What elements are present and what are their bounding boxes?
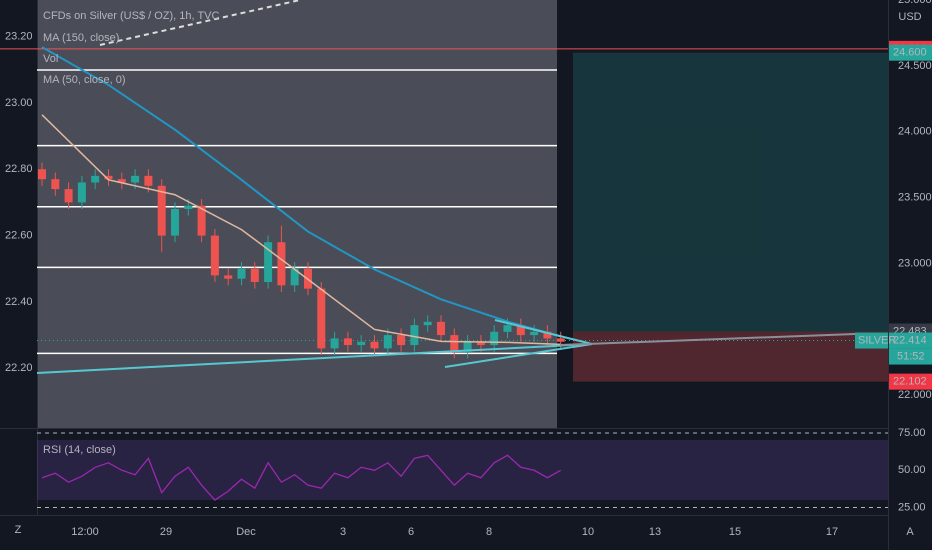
rsi-band: [37, 440, 888, 500]
candle-body: [264, 242, 273, 283]
candle-body: [490, 331, 499, 346]
y-tick-label: 22.20: [5, 362, 33, 374]
x-tick-label: 8: [486, 526, 492, 538]
candle-body: [450, 335, 459, 352]
moving-average: [41, 114, 561, 346]
x-tick-label: 15: [729, 526, 741, 538]
moving-average: [41, 46, 561, 338]
candle-body: [543, 331, 552, 339]
candle-body: [437, 321, 445, 336]
candle-body: [516, 325, 525, 336]
candle-body: [330, 338, 339, 349]
rsi-tick-label: 50.00: [898, 464, 926, 476]
ma-trend-dashed: [99, 0, 301, 46]
candle-body: [224, 275, 233, 279]
x-tick-label: 13: [649, 526, 661, 538]
candle-body: [237, 268, 246, 279]
candle-body: [463, 341, 472, 352]
candle-body: [343, 338, 352, 346]
candle-body: [357, 341, 366, 346]
x-tick-label: 10: [582, 526, 594, 538]
y2-tick-label: 24.000: [898, 126, 932, 138]
price-tag: [889, 332, 932, 349]
candle-body: [383, 335, 392, 349]
rsi-tick-label: 25.00: [898, 501, 926, 513]
triangle-upper: [494, 319, 593, 345]
candle-body: [104, 175, 113, 180]
candle-body: [370, 341, 379, 349]
x-tick-label: 6: [408, 526, 414, 538]
candle-body: [51, 179, 60, 190]
candle-body: [410, 325, 419, 346]
indicator-label: MA (150, close): [43, 32, 119, 44]
trend-line: [36, 343, 593, 374]
candle-body: [210, 235, 219, 276]
y2-tick-label: 25.000: [898, 0, 932, 6]
candle-body: [556, 338, 565, 342]
price-tag: [889, 44, 932, 61]
target-zone: [573, 52, 888, 332]
countdown: 51:52: [897, 350, 925, 362]
triangle-lower: [444, 343, 593, 368]
rsi-tick-label: 75.00: [898, 427, 926, 439]
candle-body: [184, 205, 193, 210]
highlight-region: [37, 0, 557, 428]
projection-line: [559, 333, 856, 346]
candle-body: [503, 325, 512, 332]
candle-body: [317, 288, 326, 349]
candle-body: [397, 335, 406, 346]
symbol-tag: [855, 332, 888, 349]
y-tick-label: 23.20: [5, 30, 33, 42]
x-tick-label: 3: [340, 526, 346, 538]
price-tag-label: 22.414: [893, 334, 927, 346]
y-tick-label: 22.40: [5, 296, 33, 308]
stop-zone: [573, 331, 888, 382]
candle-body: [77, 182, 86, 203]
candle-body: [530, 331, 539, 336]
candle-body: [290, 268, 299, 286]
price-tag-label: 22.102: [893, 376, 927, 388]
countdown-bg: [889, 348, 932, 365]
y2-tick-label: 22.000: [898, 389, 932, 401]
rsi-label: RSI (14, close): [43, 444, 116, 456]
candle-body: [144, 175, 153, 186]
corner-button[interactable]: A: [906, 526, 914, 538]
y-tick-label: 22.80: [5, 163, 33, 175]
candle-body: [423, 321, 432, 326]
symbol-label: SILVER: [858, 334, 896, 346]
chart-title: CFDs on Silver (US$ / OZ), 1h, TVC: [43, 10, 220, 22]
y2-tick-label: 23.500: [898, 191, 932, 203]
candle-body: [171, 209, 179, 236]
y2-tick-label: 23.000: [898, 257, 932, 269]
price-tag-label: 24.600: [893, 47, 927, 59]
candle-body: [476, 341, 485, 346]
candle-body: [250, 268, 259, 283]
indicator-label: MA (50, close, 0): [43, 74, 126, 86]
corner-button[interactable]: Z: [15, 524, 22, 536]
y2-tick-label: 24.500: [898, 60, 932, 72]
currency: USD: [898, 11, 921, 23]
x-tick-label: Dec: [236, 526, 256, 538]
candle-body: [38, 169, 46, 180]
y-tick-label: 22.60: [5, 229, 33, 241]
candle-body: [64, 189, 73, 203]
main-pane: [0, 46, 888, 382]
x-tick-label: 12:00: [71, 526, 99, 538]
rsi-line: [41, 454, 562, 501]
x-tick-label: 17: [826, 526, 838, 538]
y-tick-label: 23.00: [5, 97, 33, 109]
x-tick-label: 29: [160, 526, 172, 538]
candle-body: [131, 175, 140, 183]
indicator-label: Vol: [43, 53, 58, 65]
candle-body: [197, 205, 206, 236]
candle-body: [91, 175, 100, 183]
candle-body: [117, 179, 126, 183]
candle-body: [277, 242, 286, 286]
candle-body: [157, 185, 166, 236]
price-tag: [889, 373, 932, 390]
